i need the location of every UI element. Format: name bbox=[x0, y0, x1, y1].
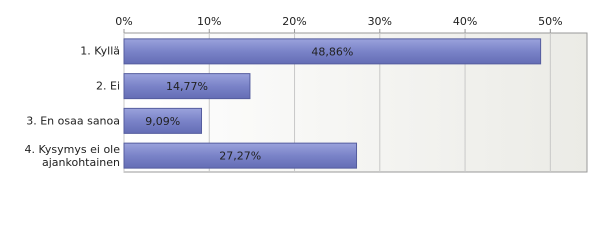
bar bbox=[123, 142, 358, 169]
x-tick-label: 0% bbox=[115, 15, 132, 28]
bar bbox=[123, 107, 203, 134]
value-label: 14,77% bbox=[166, 80, 208, 93]
value-label: 9,09% bbox=[145, 115, 180, 128]
y-tick-label: 1. Kyllä bbox=[80, 44, 120, 58]
x-tick-label: 30% bbox=[368, 15, 392, 28]
bar bbox=[123, 38, 542, 65]
value-label: 27,27% bbox=[219, 150, 261, 163]
x-tick-label: 50% bbox=[538, 15, 562, 28]
y-tick-label: 3. En osaa sanoa bbox=[26, 114, 120, 128]
chart: 0% 10% 20% 30% 40% 50% 48,86% 14,77% 9,09% 27,27%… bbox=[24, 15, 588, 173]
x-tick-label: 20% bbox=[282, 15, 306, 28]
value-label: 48,86% bbox=[311, 45, 353, 58]
chart-svg: 0% 10% 20% 30% 40% 50% 48,86% 14,77% 9,09% 27,27% bbox=[115, 15, 588, 173]
bar bbox=[123, 73, 251, 100]
y-tick-label: 4. Kysymys ei ole ajankohtainen bbox=[24, 142, 120, 169]
x-tick-label: 40% bbox=[453, 15, 477, 28]
y-tick-label: 2. Ei bbox=[96, 79, 120, 93]
x-tick-label: 10% bbox=[197, 15, 221, 28]
